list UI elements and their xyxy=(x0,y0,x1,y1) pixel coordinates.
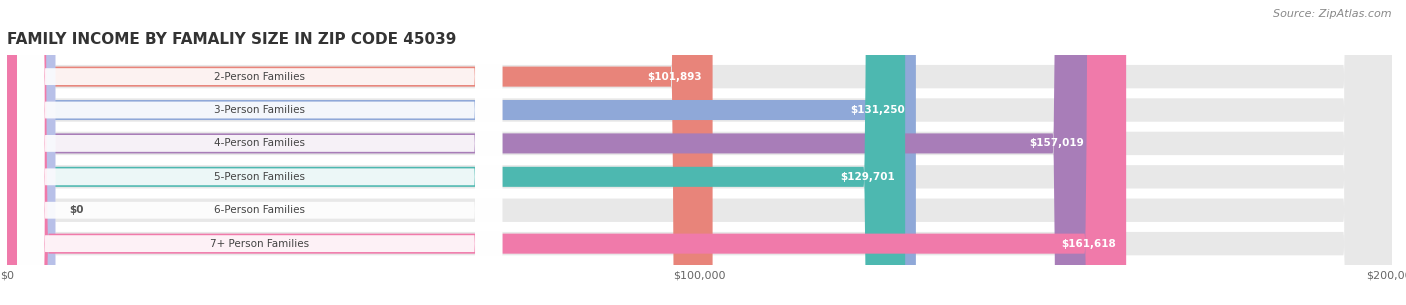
Text: $131,250: $131,250 xyxy=(851,105,905,115)
Text: 3-Person Families: 3-Person Families xyxy=(214,105,305,115)
FancyBboxPatch shape xyxy=(7,0,1392,305)
FancyBboxPatch shape xyxy=(7,0,905,305)
FancyBboxPatch shape xyxy=(17,0,502,305)
Text: 5-Person Families: 5-Person Families xyxy=(214,172,305,182)
FancyBboxPatch shape xyxy=(7,0,1126,305)
Text: FAMILY INCOME BY FAMALIY SIZE IN ZIP CODE 45039: FAMILY INCOME BY FAMALIY SIZE IN ZIP COD… xyxy=(7,32,457,47)
Text: 2-Person Families: 2-Person Families xyxy=(214,72,305,82)
Text: 6-Person Families: 6-Person Families xyxy=(214,205,305,215)
FancyBboxPatch shape xyxy=(17,0,502,305)
FancyBboxPatch shape xyxy=(7,0,1392,305)
Text: $129,701: $129,701 xyxy=(839,172,894,182)
FancyBboxPatch shape xyxy=(7,0,1392,305)
FancyBboxPatch shape xyxy=(7,0,1094,305)
Text: $161,618: $161,618 xyxy=(1062,239,1116,249)
FancyBboxPatch shape xyxy=(7,0,55,305)
FancyBboxPatch shape xyxy=(7,0,1392,305)
FancyBboxPatch shape xyxy=(7,0,1392,305)
Text: Source: ZipAtlas.com: Source: ZipAtlas.com xyxy=(1274,9,1392,19)
Text: $101,893: $101,893 xyxy=(648,72,702,82)
Text: 7+ Person Families: 7+ Person Families xyxy=(211,239,309,249)
FancyBboxPatch shape xyxy=(17,0,502,305)
FancyBboxPatch shape xyxy=(17,0,502,305)
Text: $157,019: $157,019 xyxy=(1029,138,1084,149)
FancyBboxPatch shape xyxy=(7,0,713,305)
Text: 4-Person Families: 4-Person Families xyxy=(214,138,305,149)
FancyBboxPatch shape xyxy=(7,0,915,305)
FancyBboxPatch shape xyxy=(17,0,502,305)
FancyBboxPatch shape xyxy=(7,0,1392,305)
FancyBboxPatch shape xyxy=(17,0,502,305)
Text: $0: $0 xyxy=(69,205,84,215)
